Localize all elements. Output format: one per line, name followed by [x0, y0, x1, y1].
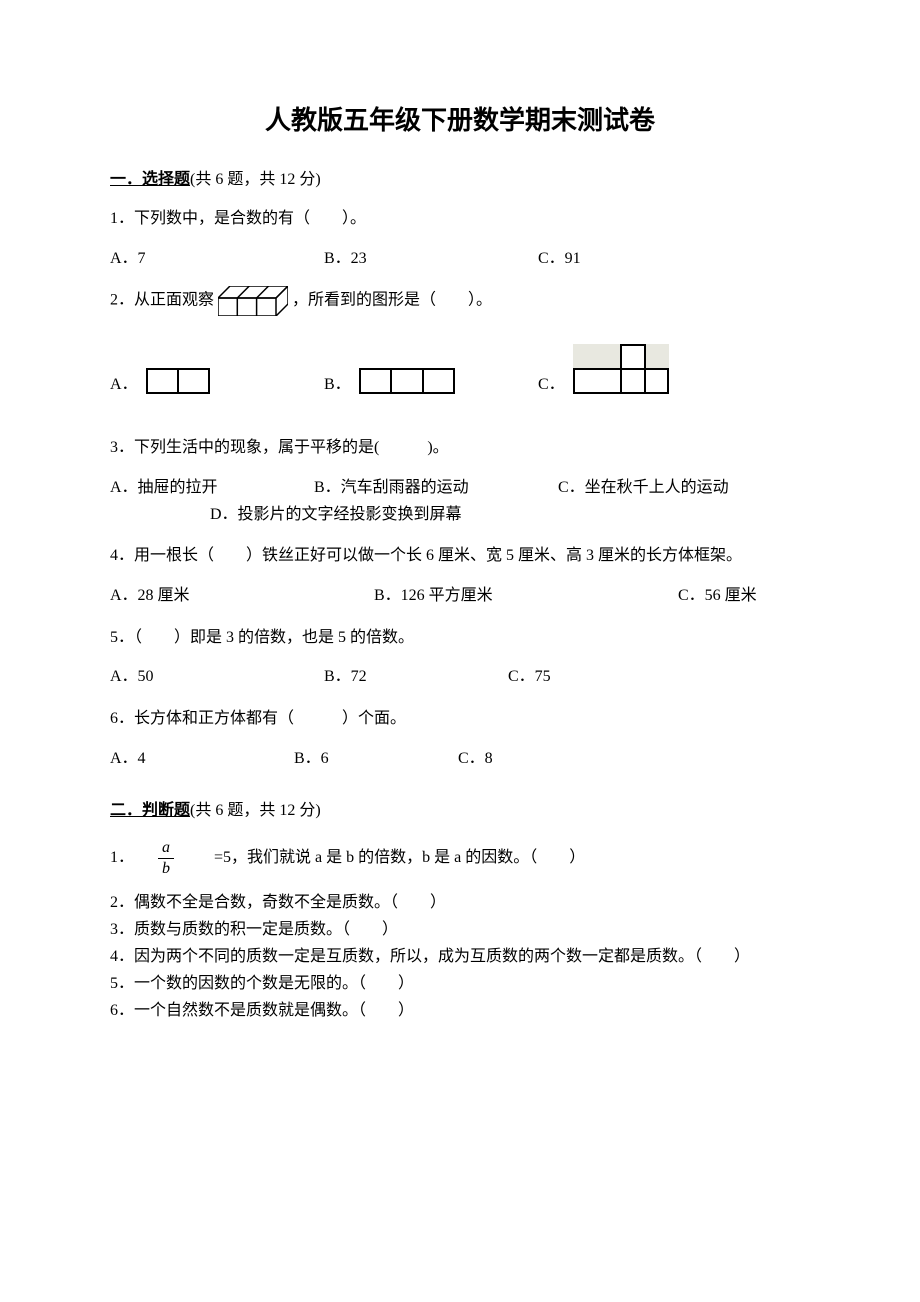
q1-text: 1．下列数中，是合数的有（ ）。	[110, 205, 810, 232]
section-2-meta: (共 6 题，共 12 分)	[190, 802, 321, 819]
q2-options: A． B． C．	[110, 344, 810, 394]
q2-opt-a: A．	[110, 368, 320, 394]
s2-q1-pre: 1．	[110, 849, 150, 866]
q1-opt-b: B．23	[324, 245, 534, 272]
s2-q3: 3．质数与质数的积一定是质数。（ ）	[110, 916, 810, 943]
q2-opt-b-label: B．	[324, 375, 351, 394]
q3-opt-c: C．坐在秋千上人的运动	[558, 474, 729, 501]
q6-text: 6．长方体和正方体都有（ ）个面。	[110, 705, 810, 732]
q2-opt-a-label: A．	[110, 375, 138, 394]
section-2-header: 二．判断题(共 6 题，共 12 分)	[110, 796, 810, 820]
three-squares-icon	[359, 368, 455, 394]
section-1-meta: (共 6 题，共 12 分)	[190, 171, 321, 188]
page-title: 人教版五年级下册数学期末测试卷	[110, 100, 810, 137]
s2-q1-post: =5，我们就说 a 是 b 的倍数，b 是 a 的因数。（ ）	[182, 849, 585, 866]
q2-text-post: ，所看到的图形是（ ）。	[292, 292, 492, 309]
q1-opt-a: A．7	[110, 245, 320, 272]
q1-options: A．7 B．23 C．91	[110, 244, 810, 272]
q3-options: A．抽屉的拉开 B．汽车刮雨器的运动 C．坐在秋千上人的运动 D．投影片的文字经…	[110, 473, 810, 528]
exam-page: 人教版五年级下册数学期末测试卷 一．选择题(共 6 题，共 12 分) 1．下列…	[0, 0, 920, 1302]
q4-options: A．28 厘米 B．126 平方厘米 C．56 厘米	[110, 582, 810, 610]
q4-opt-b: B．126 平方厘米	[374, 582, 674, 609]
q5-text: 5．（ ）即是 3 的倍数，也是 5 的倍数。	[110, 624, 810, 651]
fraction-num: a	[158, 840, 174, 859]
q2-opt-c-label: C．	[538, 375, 565, 394]
cuboid-icon	[218, 286, 288, 316]
q3-text: 3．下列生活中的现象，属于平移的是( )。	[110, 434, 810, 461]
q2-text: 2．从正面观察 ，所看到的图形是（ ）。	[110, 286, 810, 316]
q3-opt-b: B．汽车刮雨器的运动	[314, 474, 554, 501]
s2-q1: 1． a b =5，我们就说 a 是 b 的倍数，b 是 a 的因数。（ ）	[110, 840, 810, 877]
q5-opt-b: B．72	[324, 663, 504, 690]
q6-options: A．4 B．6 C．8	[110, 744, 810, 772]
section-2-label: 二．判断题	[110, 802, 190, 819]
l-shape-icon	[573, 344, 669, 394]
q2-opt-b: B．	[324, 368, 534, 394]
q6-opt-a: A．4	[110, 745, 290, 772]
section-1-label: 一．选择题	[110, 171, 190, 188]
q5-opt-a: A．50	[110, 663, 320, 690]
q1-opt-c: C．91	[538, 245, 748, 272]
fraction-den: b	[158, 859, 174, 877]
two-squares-icon	[146, 368, 210, 394]
s2-q4: 4．因为两个不同的质数一定是互质数，所以，成为互质数的两个数一定都是质数。（ ）	[110, 943, 810, 970]
q3-opt-a: A．抽屉的拉开	[110, 474, 310, 501]
q2-text-pre: 2．从正面观察	[110, 292, 214, 309]
q5-options: A．50 B．72 C．75	[110, 663, 810, 691]
s2-q5: 5．一个数的因数的个数是无限的。（ ）	[110, 970, 810, 997]
s2-q6: 6．一个自然数不是质数就是偶数。（ ）	[110, 997, 810, 1024]
q4-opt-a: A．28 厘米	[110, 582, 370, 609]
q5-opt-c: C．75	[508, 663, 551, 690]
q4-text: 4．用一根长（ ）铁丝正好可以做一个长 6 厘米、宽 5 厘米、高 3 厘米的长…	[110, 542, 810, 569]
fraction-a-over-b: a b	[158, 840, 174, 877]
s2-q2: 2．偶数不全是合数，奇数不全是质数。（ ）	[110, 889, 810, 916]
q4-opt-c: C．56 厘米	[678, 582, 757, 609]
section-1-header: 一．选择题(共 6 题，共 12 分)	[110, 165, 810, 189]
q6-opt-b: B．6	[294, 745, 454, 772]
q3-opt-d: D．投影片的文字经投影变换到屏幕	[210, 501, 810, 528]
q2-opt-c: C．	[538, 344, 748, 394]
q6-opt-c: C．8	[458, 745, 493, 772]
